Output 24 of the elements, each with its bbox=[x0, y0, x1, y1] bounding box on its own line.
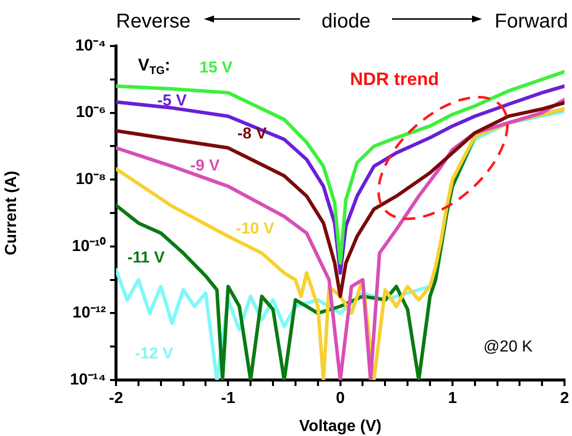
series-label: 15 V bbox=[200, 59, 233, 76]
series-label: -11 V bbox=[127, 249, 166, 266]
y-axis-title: Current (A) bbox=[3, 170, 20, 256]
y-tick-label: 10⁻¹² bbox=[72, 304, 106, 322]
x-tick-label: -1 bbox=[221, 390, 236, 408]
series-label: -12 V bbox=[134, 345, 174, 362]
x-tick-label: 0 bbox=[336, 390, 345, 408]
y-tick-label: 10⁻¹⁰ bbox=[72, 236, 106, 255]
y-tick-label: 10⁻⁴ bbox=[75, 37, 106, 54]
x-tick-label: -2 bbox=[108, 390, 124, 408]
y-tick-label: 10⁻⁶ bbox=[76, 104, 106, 122]
series-label: -5 V bbox=[157, 92, 187, 110]
x-axis-title: Voltage (V) bbox=[299, 418, 382, 435]
x-tick-label: 1 bbox=[448, 390, 457, 408]
series-label: -10 V bbox=[236, 220, 274, 238]
annotation: @20 K bbox=[483, 338, 533, 356]
annotation: NDR trend bbox=[350, 68, 439, 89]
y-tick-label: 10⁻¹⁴ bbox=[70, 371, 106, 388]
text: diode bbox=[322, 10, 370, 33]
y-tick-label: 10⁻⁸ bbox=[76, 171, 106, 188]
text: Reverse bbox=[116, 10, 190, 33]
series-label: -9 V bbox=[190, 157, 220, 174]
text: Forward bbox=[494, 10, 568, 33]
x-tick-label: 2 bbox=[560, 390, 570, 408]
